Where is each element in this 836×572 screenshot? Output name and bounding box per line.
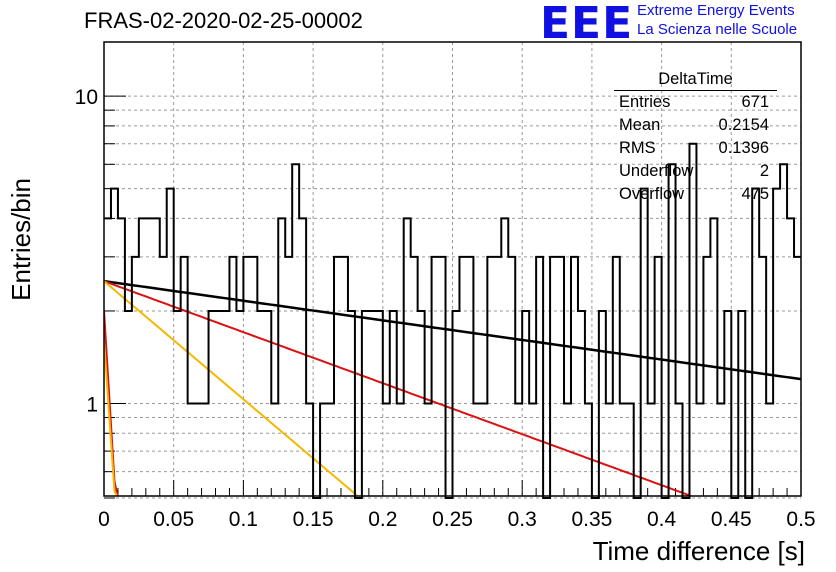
x-tick-label: 0.5 (786, 508, 815, 531)
stats-value: 671 (741, 93, 769, 111)
histogram-series (104, 142, 801, 499)
y-tick-label: 1 (86, 393, 98, 416)
logo-subtitle-2: La Scienza nelle Scuole (637, 21, 798, 38)
stats-label: Mean (619, 116, 661, 134)
run-title: FRAS-02-2020-02-25-00002 (84, 8, 363, 33)
y-axis-label: Entries/bin (6, 178, 36, 301)
stats-value: 475 (741, 185, 769, 203)
stats-label: Entries (619, 93, 671, 111)
x-tick-label: 0.1 (229, 508, 258, 531)
fit-curve (104, 280, 359, 496)
x-tick-label: 0.4 (647, 508, 677, 531)
tick-labels: 0 0.05 0.1 0.15 0.2 0.25 0.3 0.35 0.4 0.45 0.5 1 10 (75, 86, 816, 531)
eee-logo: EEE (540, 0, 634, 49)
stats-box: DeltaTime Entries 671 Mean 0.2154 RMS 0.… (612, 68, 777, 206)
x-tick-label: 0 (98, 508, 110, 531)
stats-row-mean: Mean 0.2154 (612, 114, 777, 137)
x-tick-label: 0.15 (293, 508, 334, 531)
stats-row-rms: RMS 0.1396 (612, 137, 777, 160)
x-tick-label: 0.05 (153, 508, 194, 531)
x-tick-label: 0.25 (432, 508, 473, 531)
x-tick-label: 0.45 (711, 508, 752, 531)
stats-label: Underflow (619, 162, 694, 180)
x-tick-label: 0.35 (571, 508, 612, 531)
x-tick-label: 0.3 (508, 508, 537, 531)
stats-value: 0.1396 (718, 139, 769, 157)
stats-value: 0.2154 (718, 116, 769, 134)
stats-row-entries: Entries 671 (612, 91, 777, 114)
stats-title: DeltaTime (614, 68, 777, 91)
stats-row-overflow: Overflow 475 (612, 183, 777, 206)
stats-label: RMS (619, 139, 656, 157)
x-tick-label: 0.2 (368, 508, 397, 531)
stats-label: Overflow (619, 185, 685, 203)
y-tick-label: 10 (75, 86, 98, 109)
plot-frame (103, 41, 802, 497)
stats-row-underflow: Underflow 2 (612, 160, 777, 183)
stats-value: 2 (759, 162, 769, 180)
logo-subtitle-1: Extreme Energy Events (637, 2, 795, 19)
x-axis-label: Time difference [s] (593, 536, 805, 566)
